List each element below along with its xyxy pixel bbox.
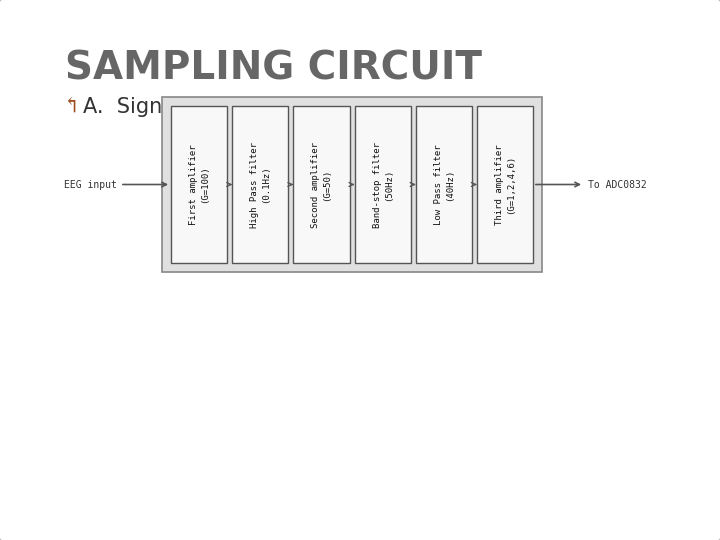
Text: A.  Signal Condition: A. Signal Condition	[83, 97, 287, 117]
Text: Third amplifier
(G=1,2,4,6): Third amplifier (G=1,2,4,6)	[495, 144, 515, 225]
Text: EEG input: EEG input	[64, 179, 117, 190]
Bar	[415, 106, 472, 263]
Text: First amplifier
(G=100): First amplifier (G=100)	[189, 144, 209, 225]
Text: Band-stop filter
(50Hz): Band-stop filter (50Hz)	[372, 141, 392, 227]
Bar	[354, 106, 410, 263]
Text: ↰: ↰	[62, 97, 79, 116]
Bar	[293, 106, 349, 263]
Bar	[477, 106, 533, 263]
Bar	[162, 97, 542, 272]
Bar	[171, 106, 228, 263]
Text: SAMPLING CIRCUIT: SAMPLING CIRCUIT	[65, 50, 482, 88]
Bar	[232, 106, 288, 263]
Text: Low Pass filter
(40Hz): Low Pass filter (40Hz)	[433, 144, 454, 225]
Text: Second amplifier
(G=50): Second amplifier (G=50)	[311, 141, 331, 227]
Text: To ADC0832: To ADC0832	[588, 179, 647, 190]
Text: High Pass filter
(0.1Hz): High Pass filter (0.1Hz)	[251, 141, 270, 227]
